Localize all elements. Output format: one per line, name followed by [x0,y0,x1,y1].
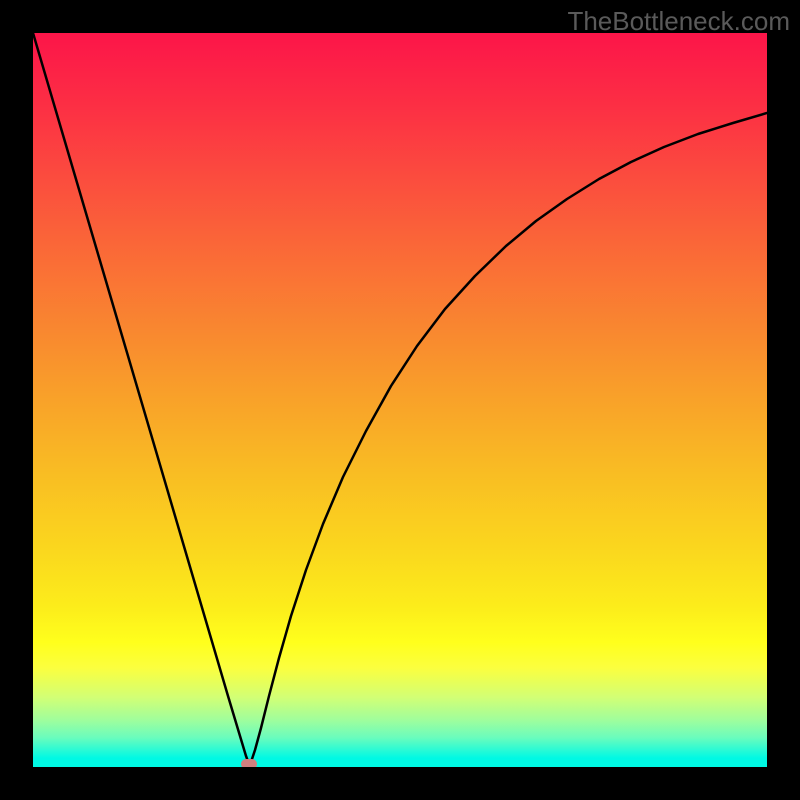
gradient-background [33,33,767,767]
optimal-point-marker [241,759,257,767]
plot-area [33,33,767,767]
chart-svg [33,33,767,767]
source-watermark: TheBottleneck.com [567,6,790,37]
outer-frame: TheBottleneck.com [0,0,800,800]
